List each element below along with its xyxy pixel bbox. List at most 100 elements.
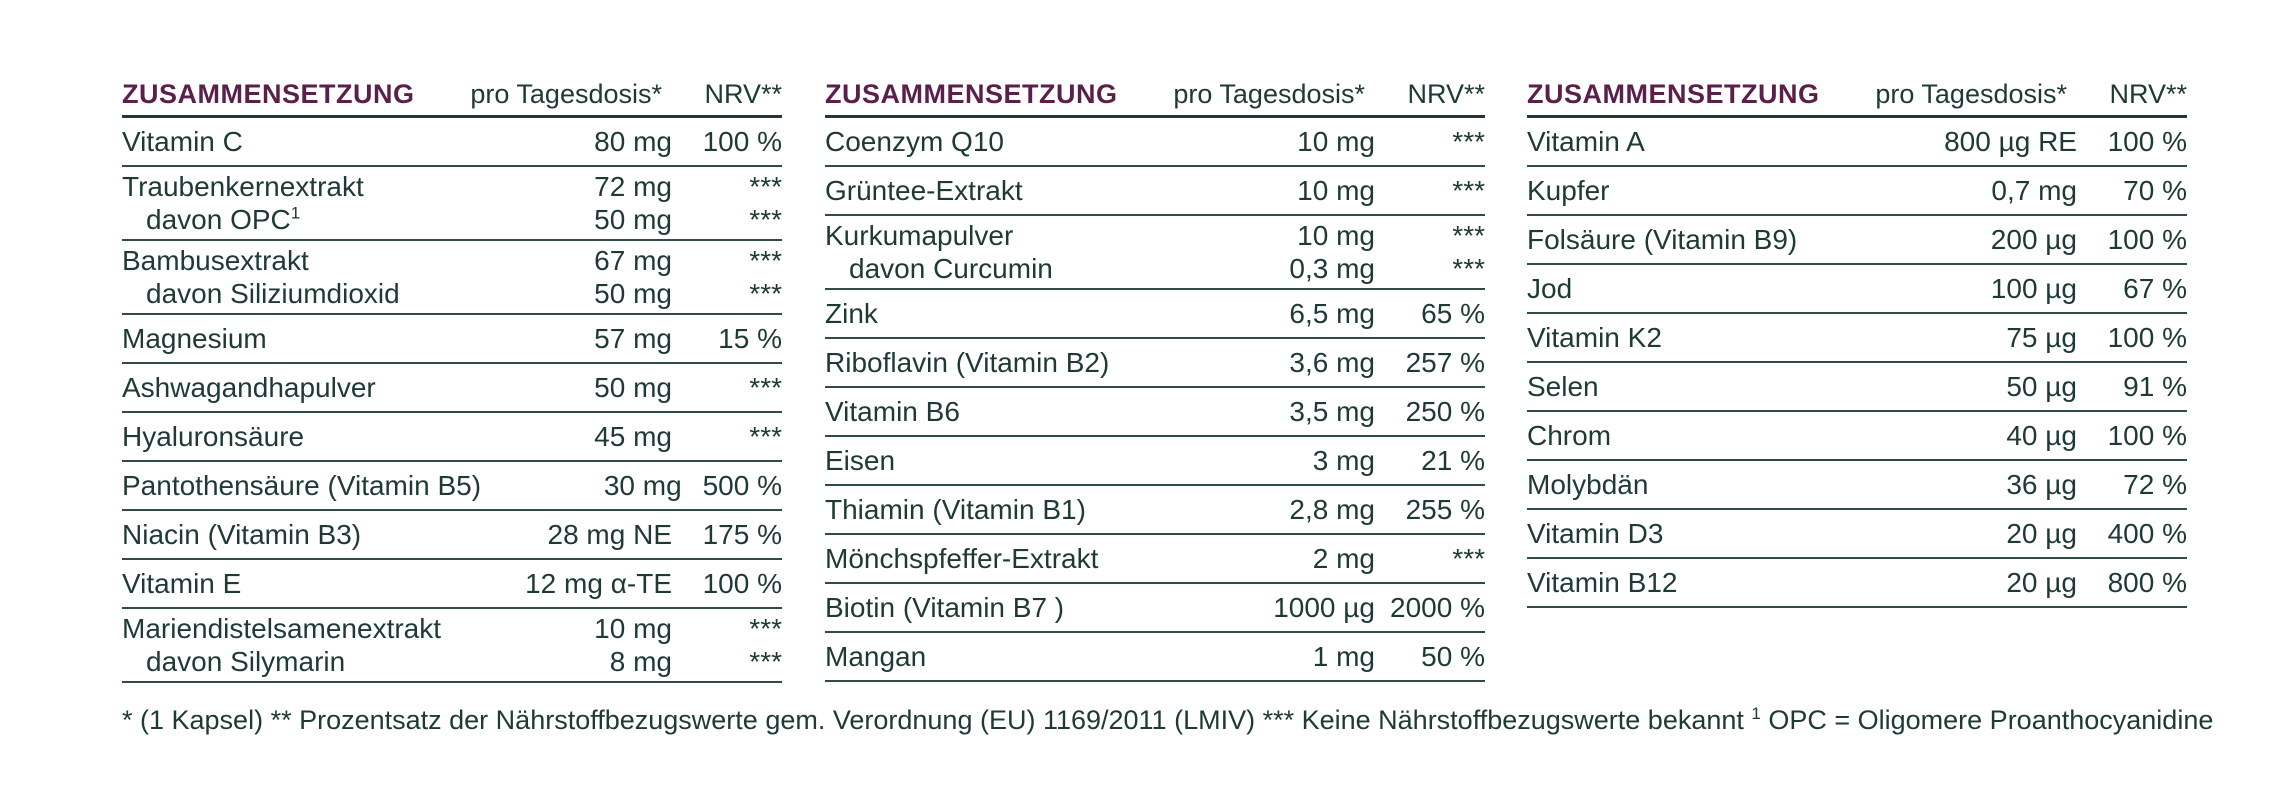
ingredient-name-cell: Mariendistelsamenextrakt davon Silymarin [122,609,452,681]
ingredient-name: Folsäure (Vitamin B9) [1527,223,1798,255]
table-title: ZUSAMMENSETZUNG [1527,79,1820,109]
table-row: Vitamin K2 75 µg 100 % [1527,314,2187,363]
sub-dose-value: 8 mg [609,646,672,677]
ingredient-name: Bambusextrakt [122,245,309,276]
table-row: Magnesium 57 mg 15 % [122,315,782,364]
footnote-superscript: 1 [1751,704,1761,723]
dose-value: 3,5 mg [1289,395,1375,427]
dose-value: 1 mg [1312,640,1375,672]
footnote-text: * (1 Kapsel) ** Prozentsatz der Nährstof… [122,705,1752,735]
nrv-value: 65 % [1421,297,1485,329]
sub-ingredient-name: davon OPC [146,204,291,235]
nrv-value: 100 % [2107,321,2187,353]
dose-value: 10 mg [594,613,672,644]
table-row: Vitamin C 80 mg 100 % [122,118,782,167]
dose-value: 100 µg [1990,272,2077,304]
ingredient-name: Riboflavin (Vitamin B2) [825,346,1110,378]
dose-value: 1000 µg [1273,591,1375,623]
footnote-opc-text: OPC = Oligomere Proanthocyanidine [1760,705,2214,735]
ingredient-name-cell: Kurkumapulver davon Curcumin [825,216,1155,288]
ingredient-name: Zink [825,297,878,329]
dose-value: 45 mg [594,420,672,452]
dose-value: 10 mg [1297,174,1375,206]
ingredient-name: Thiamin (Vitamin B1) [825,493,1086,525]
ingredient-name: Hyaluronsäure [122,420,305,452]
ingredient-name: Ashwagandhapulver [122,371,376,403]
nrv-value: 100 % [2107,125,2187,157]
table-row: Bambusextrakt davon Siliziumdioxid 67 mg 50… [122,241,782,315]
table-row: Chrom 40 µg 100 % [1527,412,2187,461]
nrv-value: *** [1452,542,1485,574]
dose-value: 3,6 mg [1289,346,1375,378]
table-row: Vitamin A 800 µg RE 100 % [1527,118,2187,167]
table-row: Vitamin D3 20 µg 400 % [1527,510,2187,559]
table-row: Selen 50 µg 91 % [1527,363,2187,412]
table-row: Mariendistelsamenextrakt davon Silymarin 1… [122,609,782,683]
composition-table-1: ZUSAMMENSETZUNG pro Tagesdosis* NRV** Vitam… [122,72,782,683]
table-row: Vitamin E 12 mg α-TE 100 % [122,560,782,609]
dose-value: 2 mg [1312,542,1375,574]
ingredient-name: Vitamin C [122,125,243,157]
nrv-value: 21 % [1421,444,1485,476]
dose-cell: 10 mg 0,3 mg [1155,216,1375,288]
ingredient-name: Traubenkernextrakt [122,171,364,202]
ingredient-name-cell: Bambusextrakt davon Siliziumdioxid [122,241,452,313]
dose-value: 40 µg [2006,419,2077,451]
sub-ingredient: davon Siliziumdioxid [122,277,452,310]
table-row: Mönchspfeffer-Extrakt 2 mg *** [825,535,1485,584]
ingredient-name: Vitamin A [1527,125,1645,157]
dose-value: 10 mg [1297,125,1375,157]
sub-ingredient: davon Curcumin [825,252,1155,285]
ingredient-name: Vitamin B6 [825,395,960,427]
ingredient-name: Vitamin D3 [1527,517,1664,549]
table-row: Vitamin B6 3,5 mg 250 % [825,388,1485,437]
nrv-value: 72 % [2123,468,2187,500]
column-header-dose: pro Tagesdosis* [1173,79,1365,109]
table-row: Riboflavin (Vitamin B2) 3,6 mg 257 % [825,339,1485,388]
nrv-value: 257 % [1405,346,1485,378]
ingredient-name: Kupfer [1527,174,1610,206]
sub-nrv-value: *** [1452,253,1485,284]
ingredient-name: Mönchspfeffer-Extrakt [825,542,1099,574]
dose-value: 50 µg [2006,370,2077,402]
dose-value: 80 mg [594,125,672,157]
table-row: Molybdän 36 µg 72 % [1527,461,2187,510]
column-header-dose: pro Tagesdosis* [470,79,662,109]
ingredient-name: Eisen [825,444,896,476]
table-header: ZUSAMMENSETZUNG pro Tagesdosis* NRV** [1527,72,2187,118]
ingredient-name: Mariendistelsamenextrakt [122,613,442,644]
table-row: Mangan 1 mg 50 % [825,633,1485,682]
dose-cell: 67 mg 50 mg [452,241,672,313]
nrv-value: 250 % [1405,395,1485,427]
nrv-value: *** [749,613,782,644]
ingredient-name: Coenzym Q10 [825,125,1004,157]
ingredient-name-cell: Traubenkernextrakt davon OPC1 [122,167,452,239]
ingredient-name: Grüntee-Extrakt [825,174,1023,206]
dose-value: 200 µg [1990,223,2077,255]
nrv-cell: *** *** [672,167,782,239]
table-row: Jod 100 µg 67 % [1527,265,2187,314]
footnote: * (1 Kapsel) ** Prozentsatz der Nährstof… [122,705,2213,736]
sub-nrv-value: *** [749,204,782,235]
table-header: ZUSAMMENSETZUNG pro Tagesdosis* NRV** [122,72,782,118]
table-row: Folsäure (Vitamin B9) 200 µg 100 % [1527,216,2187,265]
dose-value: 20 µg [2006,517,2077,549]
table-row: Ashwagandhapulver 50 mg *** [122,364,782,413]
sub-nrv-value: *** [749,278,782,309]
nrv-value: 70 % [2123,174,2187,206]
dose-value: 2,8 mg [1289,493,1375,525]
dose-value: 50 mg [594,371,672,403]
ingredient-name: Pantothensäure (Vitamin B5) [122,469,482,501]
table-title: ZUSAMMENSETZUNG [825,79,1118,109]
nrv-value: 500 % [702,469,782,501]
table-row: Niacin (Vitamin B3) 28 mg NE 175 % [122,511,782,560]
dose-value: 20 µg [2006,566,2077,598]
table-title: ZUSAMMENSETZUNG [122,79,415,109]
nrv-value: 2000 % [1390,591,1485,623]
column-header-dose: pro Tagesdosis* [1875,79,2067,109]
nrv-cell: *** *** [672,241,782,313]
footnote-marker: 1 [290,203,301,223]
nrv-value: *** [749,245,782,276]
table-row: Eisen 3 mg 21 % [825,437,1485,486]
